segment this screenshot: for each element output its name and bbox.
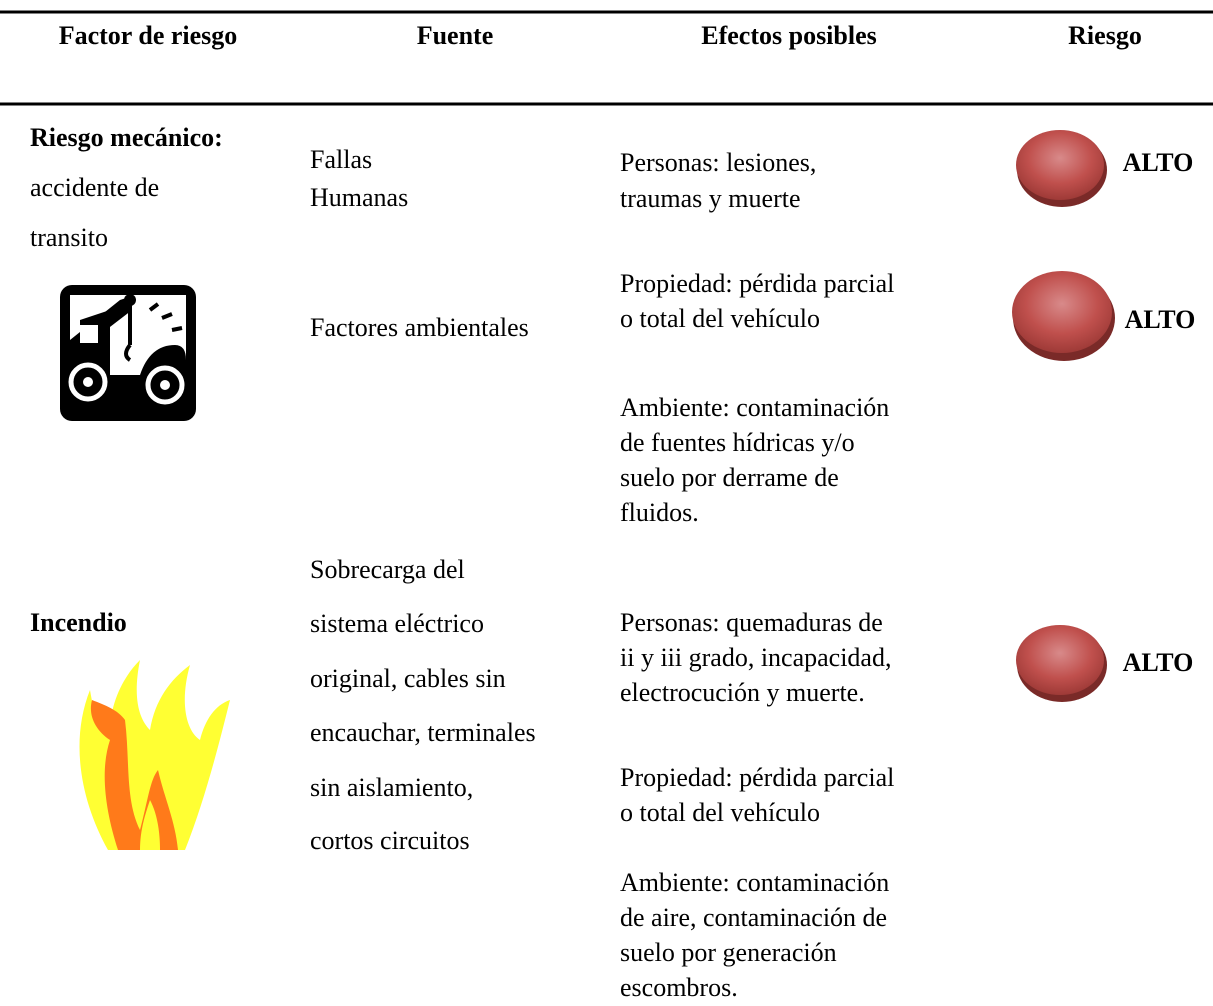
source-line: Fallas bbox=[310, 145, 372, 174]
fire-icon bbox=[79, 660, 231, 850]
source-line: Sobrecarga del bbox=[310, 555, 465, 584]
source-line: sistema eléctrico bbox=[310, 609, 484, 638]
effect-line: o total del vehículo bbox=[620, 798, 820, 827]
effect-line: electrocución y muerte. bbox=[620, 678, 865, 707]
effect-line: suelo por derrame de bbox=[620, 463, 839, 492]
factor-title: Incendio bbox=[30, 608, 127, 637]
effect-line: fluidos. bbox=[620, 498, 699, 527]
header-cell: Factor de riesgo bbox=[59, 21, 238, 50]
source-line: Factores ambientales bbox=[310, 313, 529, 342]
source-line: original, cables sin bbox=[310, 664, 506, 693]
header-cell: Fuente bbox=[417, 21, 494, 50]
effect-line: Propiedad: pérdida parcial bbox=[620, 763, 894, 792]
risk-label: ALTO bbox=[1123, 148, 1194, 177]
effect-line: Personas: quemaduras de bbox=[620, 608, 883, 637]
effect-line: suelo por generación bbox=[620, 938, 837, 967]
factor-line: transito bbox=[30, 223, 108, 252]
effect-line: ii y iii grado, incapacidad, bbox=[620, 643, 891, 672]
factor-title: Riesgo mecánico: bbox=[30, 123, 223, 152]
effect-line: escombros. bbox=[620, 973, 738, 1002]
effect-line: o total del vehículo bbox=[620, 304, 820, 333]
effect-line: de aire, contaminación de bbox=[620, 903, 887, 932]
effect-line: de fuentes hídricas y/o bbox=[620, 428, 855, 457]
factor-line: accidente de bbox=[30, 173, 159, 202]
header-cell: Riesgo bbox=[1068, 21, 1142, 50]
source-line: sin aislamiento, bbox=[310, 773, 473, 802]
effect-line: Propiedad: pérdida parcial bbox=[620, 269, 894, 298]
risk-indicator bbox=[1012, 271, 1115, 361]
effect-line: Ambiente: contaminación bbox=[620, 868, 889, 897]
effect-line: traumas y muerte bbox=[620, 184, 801, 213]
risk-indicator bbox=[1016, 130, 1107, 207]
tow-truck-icon bbox=[60, 285, 196, 421]
source-line: encauchar, terminales bbox=[310, 718, 536, 747]
risk-label: ALTO bbox=[1125, 305, 1196, 334]
effect-line: Ambiente: contaminación bbox=[620, 393, 889, 422]
effect-line: Personas: lesiones, bbox=[620, 148, 816, 177]
risk-label: ALTO bbox=[1123, 648, 1194, 677]
risk-indicator bbox=[1016, 625, 1107, 702]
source-line: Humanas bbox=[310, 183, 408, 212]
header-cell: Efectos posibles bbox=[701, 21, 877, 50]
source-line: cortos circuitos bbox=[310, 826, 470, 855]
